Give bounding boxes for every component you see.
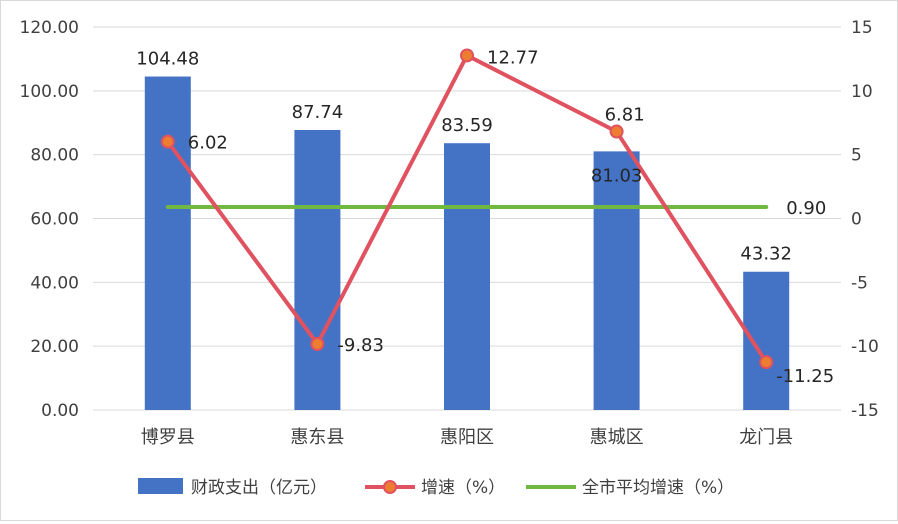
legend: 财政支出（亿元） 增速（%） 全市平均增速（%） (138, 478, 734, 498)
left-axis-ticks: 0.00 20.00 40.00 60.00 80.00 100.00 120.00 (20, 18, 79, 421)
bar (444, 143, 490, 410)
left-axis-tick-label: 80.00 (30, 146, 79, 166)
right-axis-tick-label: -5 (851, 273, 868, 293)
bar-value-label: 83.59 (441, 115, 493, 136)
right-axis-tick-label: 10 (851, 82, 873, 102)
left-axis-tick-label: 60.00 (30, 210, 79, 230)
left-axis-tick-label: 120.00 (20, 18, 79, 38)
bar (593, 151, 640, 410)
category-label: 惠城区 (590, 427, 644, 448)
growth-marker (160, 134, 175, 149)
growth-marker (310, 336, 325, 351)
category-label: 惠阳区 (440, 427, 494, 448)
growth-value-label: -9.83 (337, 335, 384, 356)
growth-value-label: 6.02 (188, 133, 228, 154)
growth-marker (460, 48, 474, 63)
average-value-label: 0.90 (786, 198, 826, 219)
left-axis-tick-label: 0.00 (41, 401, 79, 421)
growth-marker (609, 124, 624, 139)
bar-value-label: 81.03 (591, 165, 643, 186)
right-axis-tick-label: 5 (851, 146, 862, 166)
left-axis-tick-label: 20.00 (30, 337, 79, 357)
category-labels: 博罗县 惠东县 惠阳区 惠城区 龙门县 (141, 427, 793, 448)
right-axis-tick-label: 15 (851, 18, 873, 38)
category-label: 惠东县 (290, 427, 344, 448)
bar-series (144, 76, 790, 410)
legend-label-growth: 增速（%） (421, 478, 505, 498)
legend-marker-growth (383, 480, 397, 494)
bar (294, 129, 341, 410)
legend-label-bar: 财政支出（亿元） (191, 478, 327, 498)
bar-value-label: 87.74 (292, 102, 344, 123)
left-axis-tick-label: 100.00 (20, 82, 79, 102)
right-axis-ticks: -15 -10 -5 0 5 10 15 (851, 18, 879, 421)
growth-value-label: -11.25 (776, 366, 834, 387)
right-axis-tick-label: -15 (851, 401, 879, 421)
growth-marker (759, 355, 774, 370)
right-axis-tick-label: -10 (851, 337, 879, 357)
growth-value-label: 6.81 (605, 105, 645, 126)
bar-value-label: 43.32 (740, 244, 792, 265)
data-labels: 104.48 87.74 83.59 81.03 43.32 6.02 -9.83 12.77… (136, 47, 834, 387)
bar (144, 76, 191, 410)
growth-line-series (160, 48, 774, 370)
category-label: 博罗县 (141, 427, 195, 448)
growth-value-label: 12.77 (487, 47, 539, 68)
bar-value-label: 104.48 (136, 49, 199, 70)
right-axis-tick-label: 0 (851, 210, 862, 230)
legend-swatch-bar (138, 478, 183, 494)
legend-label-average: 全市平均增速（%） (582, 478, 734, 498)
left-axis-tick-label: 40.00 (30, 273, 79, 293)
category-label: 龙门县 (739, 427, 793, 448)
